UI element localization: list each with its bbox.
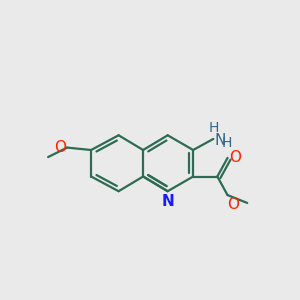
Text: H: H <box>222 136 232 150</box>
Text: N: N <box>161 194 174 208</box>
Text: N: N <box>214 133 226 148</box>
Text: O: O <box>227 196 239 211</box>
Text: H: H <box>209 122 219 135</box>
Text: O: O <box>229 150 241 165</box>
Text: O: O <box>54 140 66 154</box>
